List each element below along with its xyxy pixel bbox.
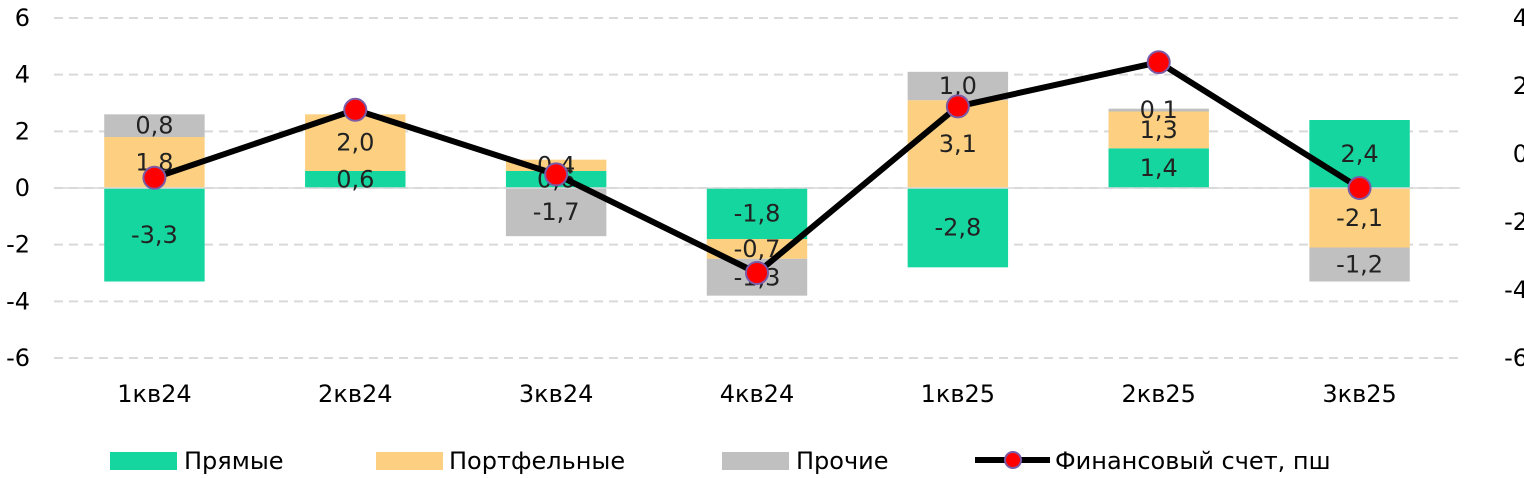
category-label: 3кв24 bbox=[519, 380, 593, 408]
right-tick-label: 4 bbox=[1513, 4, 1524, 32]
bar-segment bbox=[104, 188, 205, 282]
category-label: 2кв24 bbox=[318, 380, 392, 408]
right-tick-label: -2 bbox=[1504, 208, 1524, 236]
left-tick-label: -4 bbox=[6, 287, 30, 315]
bar-data-label: 3,1 bbox=[939, 130, 977, 158]
bar-data-label: -3,3 bbox=[131, 221, 178, 249]
bar-segment bbox=[1309, 247, 1410, 282]
bar-segment bbox=[505, 188, 607, 237]
line-marker bbox=[544, 162, 569, 187]
left-axis-ticks: 6 4 2 0 -2 -4 -6 bbox=[6, 4, 30, 372]
bar-data-label: -2,8 bbox=[934, 214, 981, 242]
line-marker bbox=[1347, 176, 1372, 200]
bar-segment bbox=[1108, 108, 1209, 112]
left-tick-label: 6 bbox=[15, 4, 30, 32]
bar-segment bbox=[706, 188, 808, 239]
category-label: 4кв24 bbox=[720, 380, 794, 408]
legend: Прямые Портфельные Прочие Финансовый сче… bbox=[110, 447, 1331, 475]
bar-data-label: 2,4 bbox=[1340, 140, 1378, 168]
bar-data-label: 0,1 bbox=[1140, 96, 1178, 124]
right-tick-label: -6 bbox=[1504, 344, 1524, 372]
right-tick-label: 2 bbox=[1513, 72, 1524, 100]
bar-data-label: 2,0 bbox=[336, 129, 374, 157]
legend-label-series-2: Прочие bbox=[796, 447, 889, 475]
bar-data-label: -2,1 bbox=[1336, 204, 1383, 232]
left-tick-label: -6 bbox=[6, 344, 30, 372]
bar-segment bbox=[104, 114, 205, 137]
line-marker bbox=[745, 261, 769, 285]
bar-data-label: 1,4 bbox=[1140, 154, 1178, 182]
line-marker bbox=[1146, 50, 1171, 75]
legend-swatch-series-0 bbox=[110, 452, 177, 470]
bar-data-label: 0,6 bbox=[336, 166, 374, 194]
category-labels: 1кв24 2кв24 3кв24 4кв24 1кв25 2кв25 3кв25 bbox=[117, 380, 1397, 408]
right-tick-label: 0 bbox=[1513, 140, 1524, 168]
bars bbox=[104, 71, 1410, 296]
legend-label-series-0: Прямые bbox=[184, 447, 284, 475]
left-tick-label: -2 bbox=[6, 231, 30, 259]
line-marker bbox=[343, 97, 368, 122]
legend-swatch-series-2 bbox=[722, 452, 789, 470]
line-marker bbox=[142, 165, 167, 190]
bar-data-label: 0,8 bbox=[135, 112, 173, 140]
category-label: 1кв24 bbox=[117, 380, 191, 408]
line-marker bbox=[945, 94, 970, 119]
legend-line-marker bbox=[1004, 451, 1022, 469]
legend-label-line: Финансовый счет, пш bbox=[1055, 447, 1331, 475]
left-tick-label: 0 bbox=[15, 174, 30, 202]
bar-segment bbox=[907, 188, 1009, 268]
bar-segment bbox=[1108, 148, 1209, 188]
left-tick-label: 2 bbox=[15, 117, 30, 145]
legend-swatch-series-1 bbox=[376, 452, 443, 470]
category-label: 3кв25 bbox=[1322, 380, 1396, 408]
bar-data-label: -1,2 bbox=[1336, 251, 1383, 279]
bar-data-label: 1,3 bbox=[1140, 116, 1178, 144]
bar-segment bbox=[1108, 111, 1209, 149]
right-tick-label: -4 bbox=[1504, 276, 1524, 304]
financial-account-line bbox=[142, 50, 1372, 285]
category-label: 1кв25 bbox=[921, 380, 995, 408]
bar-data-label: -1,8 bbox=[734, 200, 781, 228]
bar-segment bbox=[305, 171, 406, 188]
legend-label-series-1: Портфельные bbox=[449, 447, 625, 475]
category-label: 2кв25 bbox=[1121, 380, 1195, 408]
left-tick-label: 4 bbox=[15, 61, 30, 89]
bar-data-label: -1,7 bbox=[533, 198, 580, 226]
right-axis-ticks: 4 2 0 -2 -4 -6 bbox=[1504, 4, 1524, 372]
